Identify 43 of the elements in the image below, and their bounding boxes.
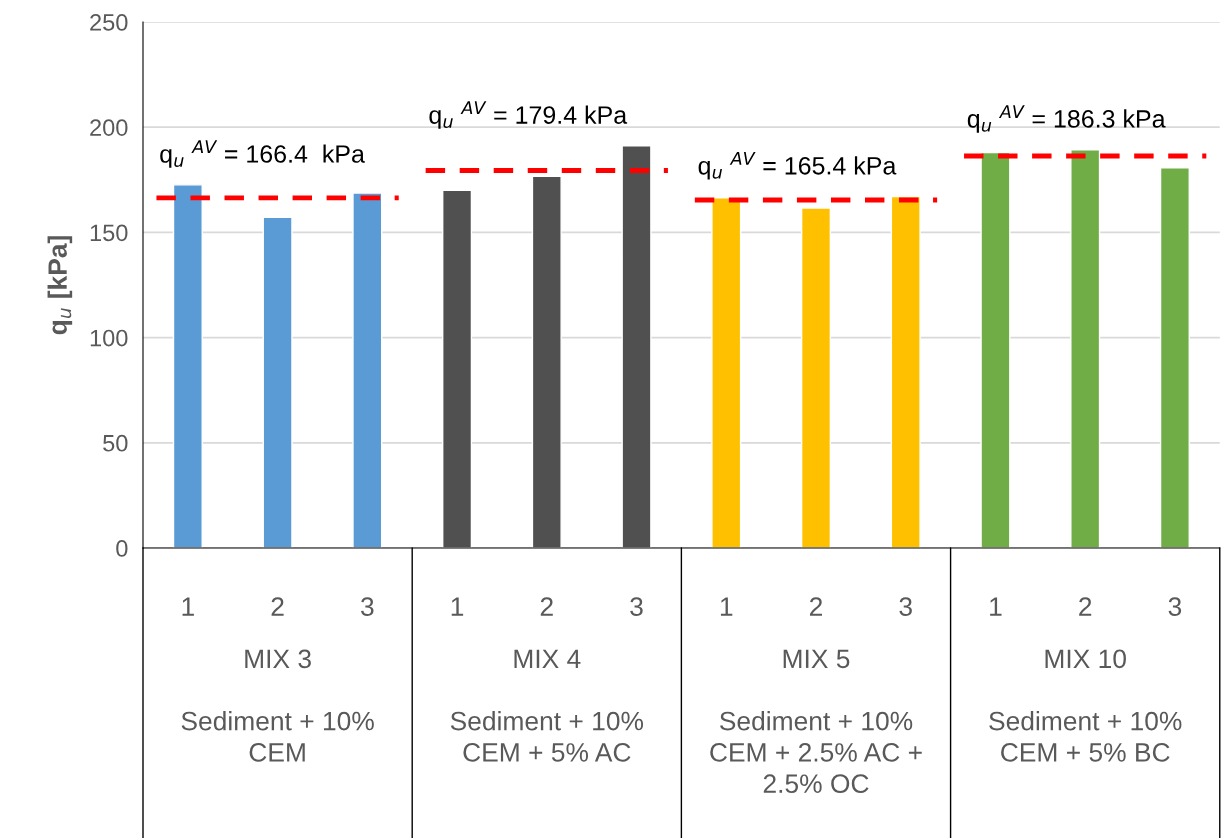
bar bbox=[1070, 149, 1101, 548]
x-tick-label: 1 bbox=[451, 597, 464, 616]
bar bbox=[890, 195, 921, 548]
y-tick-label: 150 bbox=[90, 224, 128, 242]
bar bbox=[531, 175, 562, 548]
x-tick-label: 3 bbox=[630, 597, 643, 616]
bar bbox=[621, 145, 652, 548]
x-tick-label: 1 bbox=[720, 597, 733, 616]
text: Sediment + 10% CEM + 5% AC bbox=[450, 711, 644, 762]
ref-line-label: q$_{u}$ $^{AV}$ = 165.4 kPa bbox=[698, 152, 897, 180]
text: Sediment + 10% CEM + 2.5% AC + 2.5% OC bbox=[710, 711, 922, 794]
y-axis-title: q$_{u}$ [kPa] bbox=[47, 236, 73, 335]
bar bbox=[1159, 167, 1190, 548]
bar bbox=[980, 151, 1011, 548]
x-tick-label: 3 bbox=[899, 597, 912, 616]
text: Sediment + 10% CEM bbox=[181, 711, 374, 762]
text: Sediment + 10% CEM + 5% BC bbox=[989, 711, 1182, 762]
bar bbox=[800, 207, 832, 548]
bar bbox=[262, 216, 293, 548]
ref-line-label: q$_{u}$ $^{AV}$ = 186.3 kPa bbox=[967, 105, 1166, 133]
x-tick-label: 2 bbox=[1079, 597, 1092, 616]
text: MIX 10 bbox=[1045, 649, 1126, 669]
bar bbox=[711, 197, 742, 548]
text: MIX 4 bbox=[514, 649, 581, 668]
x-tick-label: 3 bbox=[361, 597, 374, 616]
x-tick-label: 2 bbox=[809, 597, 822, 616]
text: MIX 5 bbox=[783, 649, 850, 669]
ref-line-label: q$_{u}$ $^{AV}$ = 166.4 kPa bbox=[160, 140, 365, 168]
x-tick-label: 2 bbox=[271, 597, 284, 616]
y-tick-label: 50 bbox=[103, 434, 128, 452]
text: MIX 3 bbox=[245, 649, 311, 669]
bar bbox=[172, 184, 203, 548]
bar bbox=[442, 189, 473, 548]
x-tick-label: 1 bbox=[990, 597, 1002, 616]
y-tick-label: 0 bbox=[116, 540, 128, 557]
y-tick-label: 250 bbox=[90, 14, 128, 31]
ref-line-label: q$_{u}$ $^{AV}$ = 179.4 kPa bbox=[429, 101, 628, 129]
x-tick-label: 2 bbox=[540, 597, 553, 616]
y-tick-label: 200 bbox=[90, 119, 128, 136]
y-tick-label: 100 bbox=[90, 329, 128, 347]
x-tick-label: 3 bbox=[1168, 597, 1182, 616]
x-tick-label: 1 bbox=[182, 597, 194, 616]
bar bbox=[352, 192, 383, 548]
